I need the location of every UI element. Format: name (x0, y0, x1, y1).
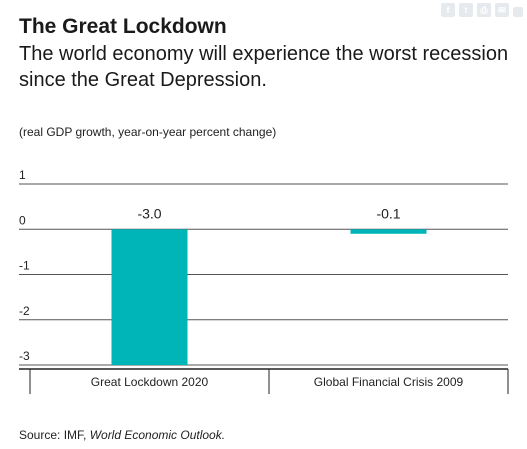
x-tick-label: Global Financial Crisis 2009 (314, 375, 464, 389)
x-tick-label: Great Lockdown 2020 (91, 375, 209, 389)
data-label: -3.0 (137, 205, 161, 221)
y-tick-label: 1 (19, 168, 26, 182)
source-publication: World Economic Outlook. (89, 428, 226, 442)
y-tick-label: -2 (19, 304, 30, 318)
y-tick-label: -1 (19, 259, 30, 273)
chart-title: The Great Lockdown (19, 15, 227, 38)
y-tick-label: -3 (19, 349, 30, 363)
facebook-icon[interactable]: f (441, 3, 455, 17)
email-icon[interactable]: ✉ (495, 3, 509, 17)
data-label: -0.1 (376, 205, 400, 221)
share-toolbar: f t ⎙ ✉ (441, 3, 523, 17)
source-note: Source: IMF, World Economic Outlook. (19, 428, 225, 442)
units-note: (real GDP growth, year-on-year percent c… (19, 125, 277, 139)
chart-subtitle: The world economy will experience the wo… (19, 43, 509, 91)
embed-icon[interactable] (513, 7, 523, 17)
print-icon[interactable]: ⎙ (477, 3, 491, 17)
y-tick-label: 0 (19, 213, 26, 227)
bar (350, 229, 427, 234)
bar (111, 229, 188, 365)
source-prefix: Source: IMF, (19, 428, 90, 442)
twitter-icon[interactable]: t (459, 3, 473, 17)
